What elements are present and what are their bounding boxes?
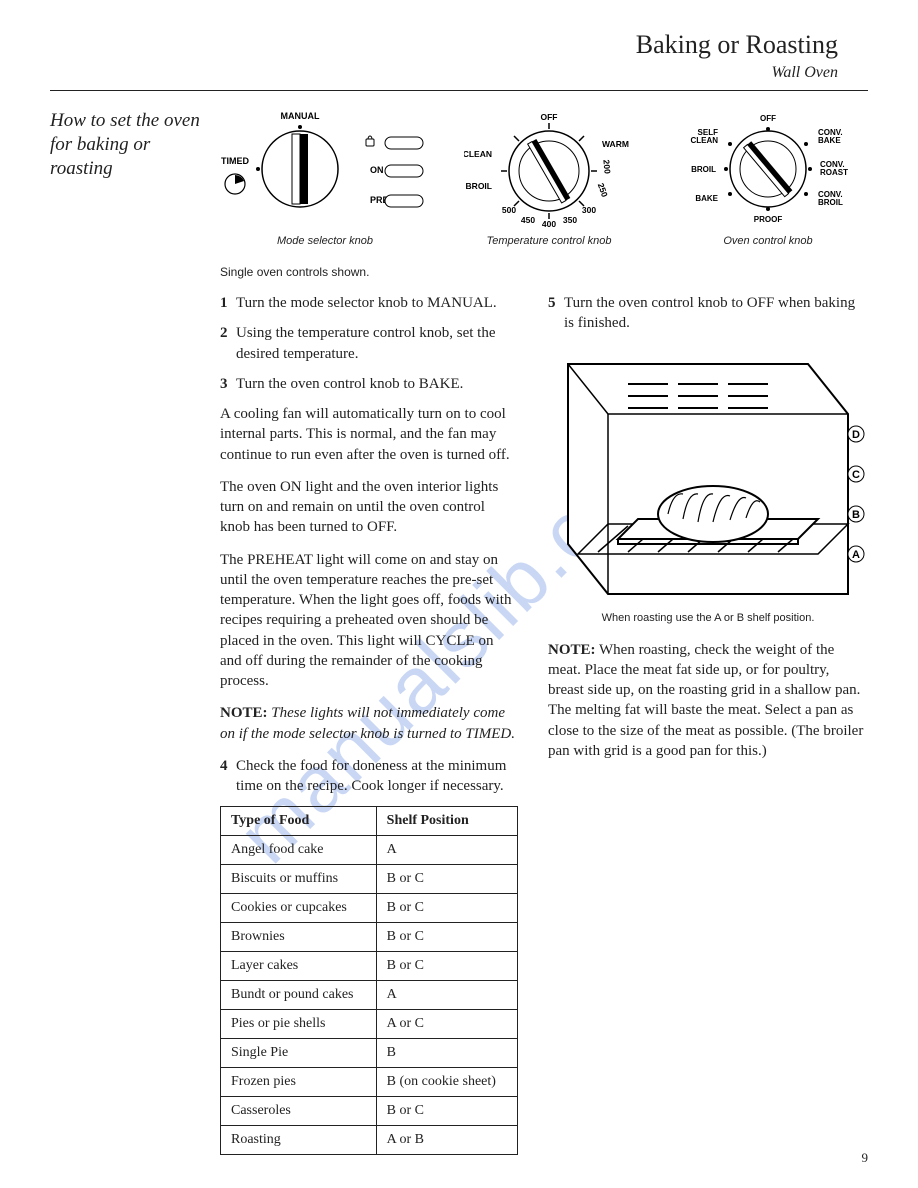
svg-text:BROIL: BROIL [691, 165, 716, 174]
para-fan: A cooling fan will automatically turn on… [220, 404, 518, 465]
table-row: Biscuits or muffinsB or C [221, 865, 518, 894]
svg-text:200: 200 [601, 159, 612, 174]
svg-text:400: 400 [542, 219, 556, 229]
svg-text:WARM: WARM [602, 139, 629, 149]
svg-text:350: 350 [563, 215, 577, 225]
left-column: 1Turn the mode selector knob to MANUAL. … [220, 293, 518, 1155]
mode-selector-knob: MANUAL TIMED ON PREHEAT [220, 109, 430, 247]
right-column: 5Turn the oven control knob to OFF when … [548, 293, 868, 1155]
table-row: BrowniesB or C [221, 923, 518, 952]
table-header-shelf: Shelf Position [376, 807, 517, 836]
knobs-row: MANUAL TIMED ON PREHEAT [220, 109, 868, 247]
page-title: Baking or Roasting [50, 30, 838, 60]
table-row: Frozen piesB (on cookie sheet) [221, 1068, 518, 1097]
oven-knob-caption: Oven control knob [668, 235, 868, 247]
svg-text:ON: ON [370, 165, 384, 175]
table-row: CasserolesB or C [221, 1097, 518, 1126]
svg-text:TIMED: TIMED [221, 156, 249, 166]
page-subtitle: Wall Oven [50, 64, 838, 82]
svg-text:BAKE: BAKE [695, 194, 718, 203]
para-lights: The oven ON light and the oven interior … [220, 477, 518, 538]
temperature-control-knob: OFF WARM CLEAN BROIL 500 450 400 350 300… [464, 109, 634, 247]
svg-text:B: B [852, 509, 860, 521]
controls-note: Single oven controls shown. [220, 265, 868, 279]
step-5: 5Turn the oven control knob to OFF when … [548, 293, 868, 334]
figure-caption: When roasting use the A or B shelf posit… [548, 612, 868, 624]
table-row: Angel food cakeA [221, 836, 518, 865]
svg-text:D: D [852, 429, 860, 441]
svg-text:A: A [852, 549, 860, 561]
table-row: Bundt or pound cakesA [221, 981, 518, 1010]
mode-knob-caption: Mode selector knob [220, 235, 430, 247]
page-header: Baking or Roasting Wall Oven [50, 30, 868, 82]
svg-text:450: 450 [521, 215, 535, 225]
svg-text:250: 250 [596, 182, 610, 199]
oven-control-knob: OFF SELFCLEAN CONV.BAKE BROIL CONV.ROAST… [668, 109, 868, 247]
table-row: Layer cakesB or C [221, 952, 518, 981]
svg-text:PROOF: PROOF [754, 215, 783, 224]
svg-text:BROIL: BROIL [466, 181, 492, 191]
step-3: 3Turn the oven control knob to BAKE. [220, 374, 518, 394]
food-table: Type of Food Shelf Position Angel food c… [220, 806, 518, 1155]
step-2: 2Using the temperature control knob, set… [220, 323, 518, 364]
oven-illustration: D C B A [548, 344, 868, 604]
svg-text:MANUAL: MANUAL [281, 111, 320, 121]
svg-text:BROIL: BROIL [818, 198, 843, 207]
svg-text:OFF: OFF [541, 112, 558, 122]
step-4: 4Check the food for doneness at the mini… [220, 756, 518, 797]
svg-text:CLEAN: CLEAN [464, 149, 492, 159]
svg-text:OFF: OFF [760, 114, 776, 123]
step-1: 1Turn the mode selector knob to MANUAL. [220, 293, 518, 313]
sidebar: How to set the oven for baking or roasti… [50, 109, 200, 1155]
table-row: Single PieB [221, 1039, 518, 1068]
header-rule [50, 90, 868, 91]
svg-text:CLEAN: CLEAN [690, 136, 718, 145]
temp-knob-caption: Temperature control knob [464, 235, 634, 247]
para-preheat: The PREHEAT light will come on and stay … [220, 550, 518, 692]
svg-text:C: C [852, 469, 860, 481]
table-row: RoastingA or B [221, 1126, 518, 1155]
svg-text:ROAST: ROAST [820, 168, 848, 177]
svg-text:BAKE: BAKE [818, 136, 841, 145]
sidebar-heading: How to set the oven for baking or roasti… [50, 109, 200, 180]
table-header-food: Type of Food [221, 807, 377, 836]
main-content: MANUAL TIMED ON PREHEAT [220, 109, 868, 1155]
note-right: NOTE: When roasting, check the weight of… [548, 640, 868, 762]
svg-text:300: 300 [582, 205, 596, 215]
svg-text:500: 500 [502, 205, 516, 215]
note-left: NOTE: These lights will not immediately … [220, 703, 518, 744]
table-row: Pies or pie shellsA or C [221, 1010, 518, 1039]
table-row: Cookies or cupcakesB or C [221, 894, 518, 923]
